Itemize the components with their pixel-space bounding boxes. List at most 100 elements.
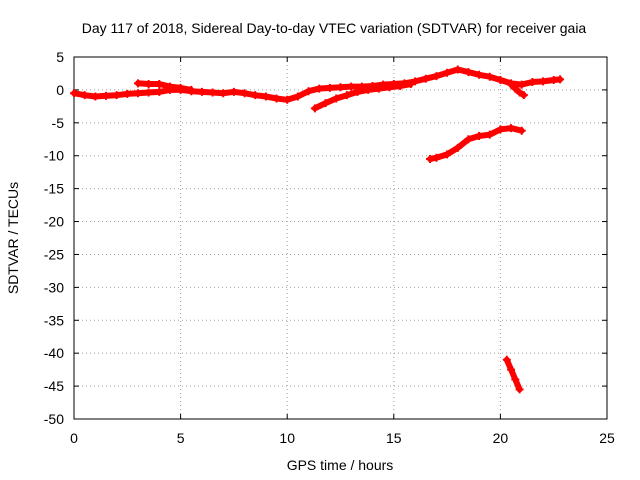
data-point [112, 91, 121, 100]
data-point [144, 79, 153, 88]
series-band [503, 356, 523, 393]
data-point [283, 95, 292, 104]
series-rising-branch [310, 79, 415, 113]
series-lower-arc [426, 124, 526, 164]
data-point [272, 94, 281, 103]
data-point [251, 91, 260, 100]
data-point [406, 79, 415, 88]
data-point [219, 89, 228, 98]
data-point [165, 82, 174, 91]
y-tick-label: -10 [44, 148, 64, 164]
data-point [315, 84, 324, 93]
data-point [70, 89, 78, 98]
data-point [485, 130, 494, 139]
series-secondary-arc [133, 79, 196, 94]
x-tick-label: 20 [493, 430, 509, 446]
y-tick-label: -50 [44, 411, 64, 427]
data-point [515, 385, 524, 394]
data-point [507, 124, 516, 133]
data-point [101, 91, 110, 100]
series-band [311, 81, 414, 112]
data-point [155, 79, 164, 88]
data-point [133, 79, 142, 88]
series-steep-segment [502, 355, 524, 394]
data-point [310, 104, 319, 113]
x-tick-label: 25 [599, 430, 615, 446]
y-tick-label: -35 [44, 312, 64, 328]
data-point [321, 99, 330, 108]
y-tick-label: -45 [44, 378, 64, 394]
x-tick-label: 5 [177, 430, 185, 446]
x-axis: 0 5 10 15 20 25 [70, 57, 615, 446]
data-point [197, 87, 206, 96]
y-tick-label: -20 [44, 214, 64, 230]
y-tick-label: -30 [44, 279, 64, 295]
data-point [502, 355, 511, 364]
data-point [511, 84, 520, 93]
y-tick-label: 5 [56, 49, 64, 65]
data-point [496, 125, 505, 134]
data-point [396, 81, 405, 90]
data-point [517, 126, 526, 135]
y-axis-label: SDTVAR / TECUs [5, 182, 21, 294]
data-point [176, 83, 185, 92]
data-point [133, 89, 142, 98]
data-point [432, 72, 441, 81]
y-tick-label: -15 [44, 181, 64, 197]
data-point [517, 80, 526, 89]
data-point [496, 76, 505, 85]
data-point [123, 89, 132, 98]
data-point [519, 91, 528, 100]
data-point [507, 365, 516, 374]
data-point [443, 150, 452, 159]
data-point [475, 70, 484, 79]
data-point [240, 89, 249, 98]
x-tick-label: 10 [279, 430, 295, 446]
y-axis: 5 0 -5 -10 -15 -20 -25 -30 -35 -40 -45 -50 [44, 49, 607, 427]
chart-title: Day 117 of 2018, Sidereal Day-to-day VTE… [82, 20, 587, 36]
data-point [325, 83, 334, 92]
data-point [261, 92, 270, 101]
y-tick-label: 0 [56, 82, 64, 98]
data-point [144, 88, 153, 97]
x-axis-label: GPS time / hours [287, 457, 394, 473]
data-point [432, 153, 441, 162]
data-point [342, 91, 351, 100]
series-short-drop [507, 80, 528, 100]
data-point [421, 74, 430, 83]
data-point [229, 87, 238, 96]
data-point [539, 77, 548, 86]
data-series [70, 65, 565, 394]
x-tick-label: 0 [70, 430, 78, 446]
data-point [485, 72, 494, 81]
data-point [426, 155, 435, 164]
data-point [453, 143, 462, 152]
data-point [515, 88, 524, 97]
y-tick-label: -25 [44, 246, 64, 262]
data-point [464, 135, 473, 144]
data-point [475, 131, 484, 140]
data-point [464, 68, 473, 77]
data-point [91, 92, 100, 101]
data-point [364, 85, 373, 94]
data-point [511, 375, 520, 384]
data-point [453, 65, 462, 74]
grid-lines [74, 57, 607, 419]
y-tick-label: -5 [52, 115, 65, 131]
data-point [304, 87, 313, 96]
data-point [332, 94, 341, 103]
data-point [528, 78, 537, 87]
series-band [508, 81, 527, 99]
data-point [80, 91, 89, 100]
series-band [427, 125, 525, 162]
data-point [347, 82, 356, 91]
data-point [411, 77, 420, 86]
data-point [443, 68, 452, 77]
data-point [353, 87, 362, 96]
x-tick-label: 15 [386, 430, 402, 446]
data-point [208, 88, 217, 97]
y-tick-label: -40 [44, 345, 64, 361]
data-point [507, 80, 516, 89]
data-point [336, 83, 345, 92]
